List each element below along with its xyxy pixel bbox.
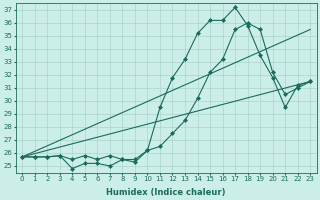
X-axis label: Humidex (Indice chaleur): Humidex (Indice chaleur) <box>107 188 226 197</box>
